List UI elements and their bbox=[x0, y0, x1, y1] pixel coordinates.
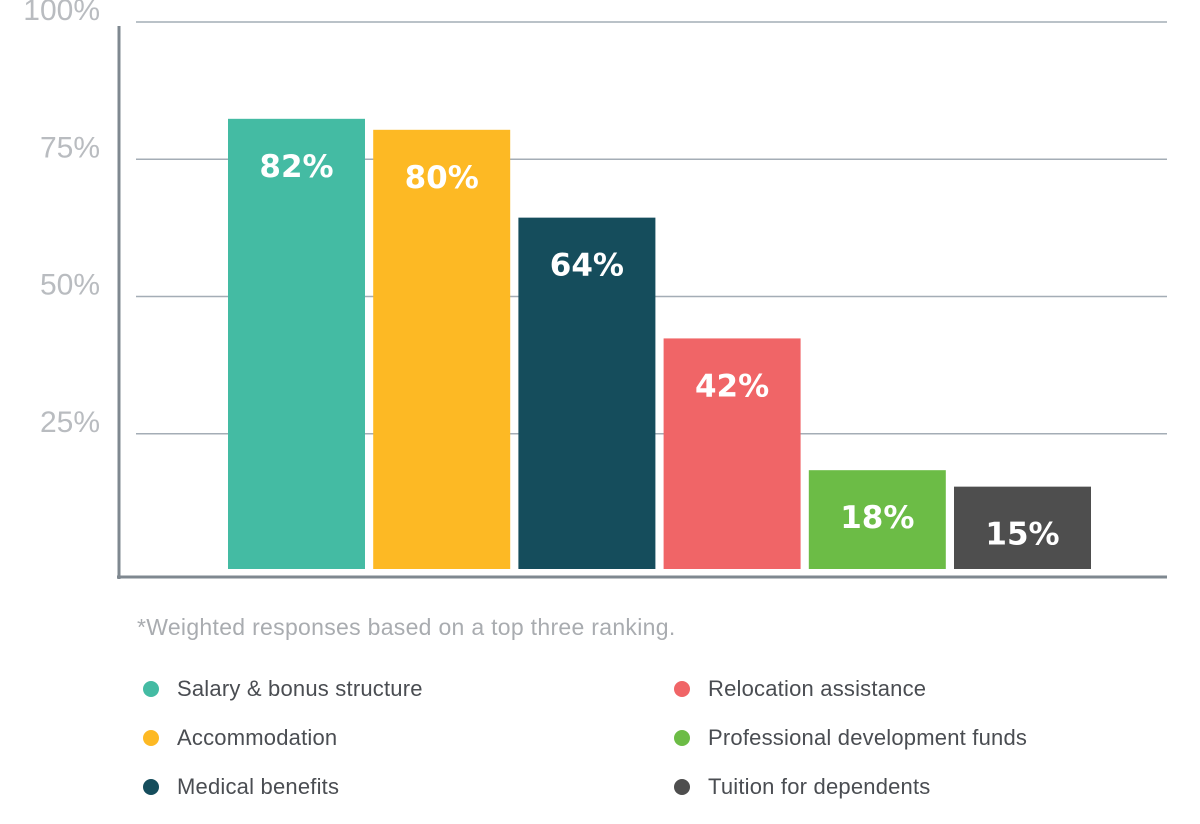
bar bbox=[663, 338, 801, 569]
legend-item-relocation: Relocation assistance bbox=[674, 674, 926, 704]
legend-label: Professional development funds bbox=[708, 725, 1028, 750]
bar-value-label: 64% bbox=[550, 248, 624, 284]
legend-item-professional-development: Professional development funds bbox=[674, 723, 1027, 753]
bar bbox=[373, 129, 511, 570]
y-tick-label: 25% bbox=[40, 406, 100, 439]
bar bbox=[228, 118, 365, 569]
y-axis-ticks: 25% 50% 75% 100% bbox=[23, 0, 100, 439]
circle-dot-icon bbox=[143, 730, 159, 746]
bar-value-label: 82% bbox=[259, 149, 333, 185]
y-tick-label: 50% bbox=[40, 269, 100, 302]
legend-item-salary: Salary & bonus structure bbox=[143, 674, 423, 704]
circle-dot-icon bbox=[674, 779, 690, 795]
bar-value-label: 15% bbox=[985, 517, 1059, 553]
bar-value-label: 80% bbox=[405, 160, 479, 196]
circle-dot-icon bbox=[674, 730, 690, 746]
legend-label: Salary & bonus structure bbox=[177, 676, 423, 701]
legend-label: Tuition for dependents bbox=[708, 774, 931, 799]
legend-label: Medical benefits bbox=[177, 774, 340, 799]
legend-item-accommodation: Accommodation bbox=[143, 723, 337, 753]
circle-dot-icon bbox=[674, 681, 690, 697]
legend-item-tuition: Tuition for dependents bbox=[674, 772, 931, 802]
bar-value-label: 42% bbox=[695, 368, 769, 404]
bar bbox=[518, 217, 656, 569]
y-tick-label: 75% bbox=[40, 131, 100, 164]
footnote: *Weighted responses based on a top three… bbox=[137, 614, 676, 640]
circle-dot-icon bbox=[143, 681, 159, 697]
bars bbox=[228, 118, 1091, 570]
legend-label: Relocation assistance bbox=[708, 676, 927, 701]
bar-value-labels: 82% 80% 64% 42% 18% 15% bbox=[259, 149, 1059, 553]
bar-value-label: 18% bbox=[840, 500, 914, 536]
bar bbox=[954, 486, 1091, 569]
bar bbox=[808, 470, 946, 569]
y-tick-label: 100% bbox=[23, 0, 100, 27]
legend-label: Accommodation bbox=[177, 725, 338, 750]
circle-dot-icon bbox=[143, 779, 159, 795]
legend-item-medical: Medical benefits bbox=[143, 772, 339, 802]
bar-chart: 25% 50% 75% 100% 82% 80% 64% 42% 18% 15% bbox=[23, 0, 1167, 579]
